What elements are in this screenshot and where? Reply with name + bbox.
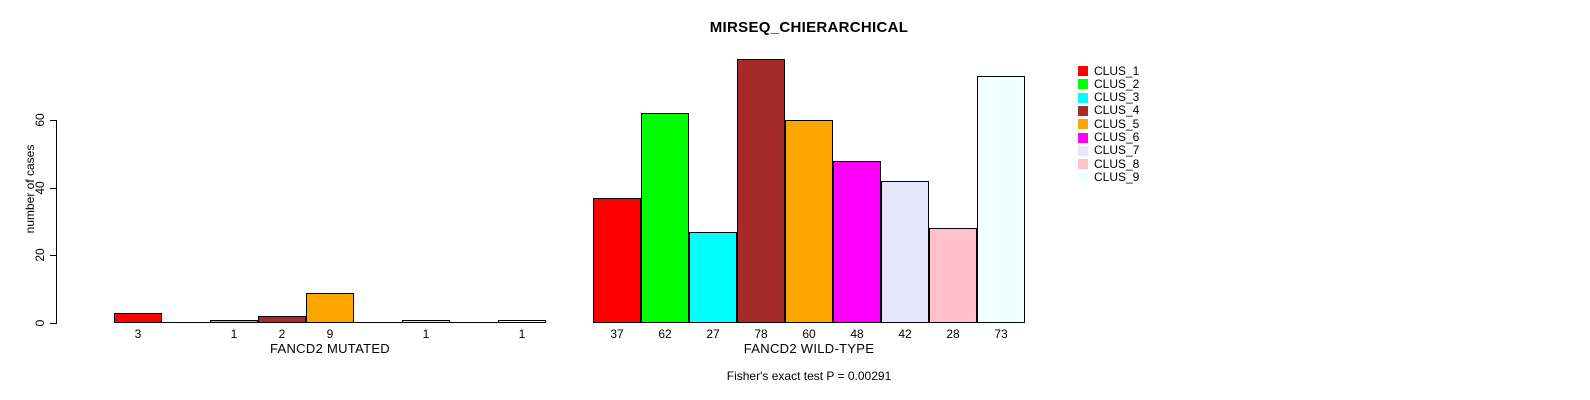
y-axis-line: [56, 120, 57, 324]
bar-clus-5-group1: [306, 293, 354, 323]
bar-clus-6-group2: [833, 161, 881, 323]
bar-clus-1-group2: [593, 198, 641, 323]
bar-value-label: 42: [898, 327, 912, 341]
bar-value-label: 2: [278, 327, 286, 341]
bar-value-label: 28: [946, 327, 960, 341]
y-axis-tick: [50, 188, 57, 189]
bar-clus-4-group1: [258, 316, 306, 323]
bar-clus-8-group2: [929, 228, 977, 323]
y-axis-tick: [50, 323, 57, 324]
bar-clus-1-group1: [114, 313, 162, 323]
bar-value-label: 1: [230, 327, 238, 341]
bar-clus-2-group2: [641, 113, 689, 323]
zero-bar-line-clus-6: [354, 322, 403, 323]
y-axis-tick-label: 20: [33, 248, 47, 262]
fisher-test-annotation: Fisher's exact test P = 0.00291: [726, 369, 892, 383]
bar-clus-3-group1: [210, 320, 258, 323]
y-axis-tick: [50, 120, 57, 121]
y-axis-tick-label: 60: [33, 113, 47, 127]
bar-value-label: 60: [802, 327, 816, 341]
y-axis-tick: [50, 255, 57, 256]
bar-clus-7-group2: [881, 181, 929, 323]
bar-clus-5-group2: [785, 120, 833, 323]
zero-bar-line-clus-8: [450, 322, 499, 323]
bar-clus-4-group2: [737, 59, 785, 323]
bar-value-label: 78: [754, 327, 768, 341]
bar-value-label: 48: [850, 327, 864, 341]
x-axis-group-label: FANCD2 MUTATED: [269, 341, 391, 356]
bar-clus-7-group1: [402, 320, 450, 323]
bar-value-label: 62: [658, 327, 672, 341]
x-axis-group-label: FANCD2 WILD-TYPE: [743, 341, 875, 356]
bar-clus-9-group2: [977, 76, 1025, 323]
bar-clus-9-group1: [498, 320, 546, 323]
bar-clus-3-group2: [689, 232, 737, 323]
zero-bar-line-clus-2: [162, 322, 211, 323]
bar-value-label: 73: [994, 327, 1008, 341]
bar-value-label: 1: [422, 327, 430, 341]
y-axis-tick-label: 40: [33, 181, 47, 195]
bar-value-label: 27: [706, 327, 720, 341]
bar-value-label: 37: [610, 327, 624, 341]
bar-value-label: 3: [134, 327, 142, 341]
bar-value-label: 9: [326, 327, 334, 341]
y-axis-tick-label: 0: [33, 319, 47, 327]
chart-title: MIRSEQ_CHIERARCHICAL: [709, 19, 909, 36]
bar-value-label: 1: [518, 327, 526, 341]
